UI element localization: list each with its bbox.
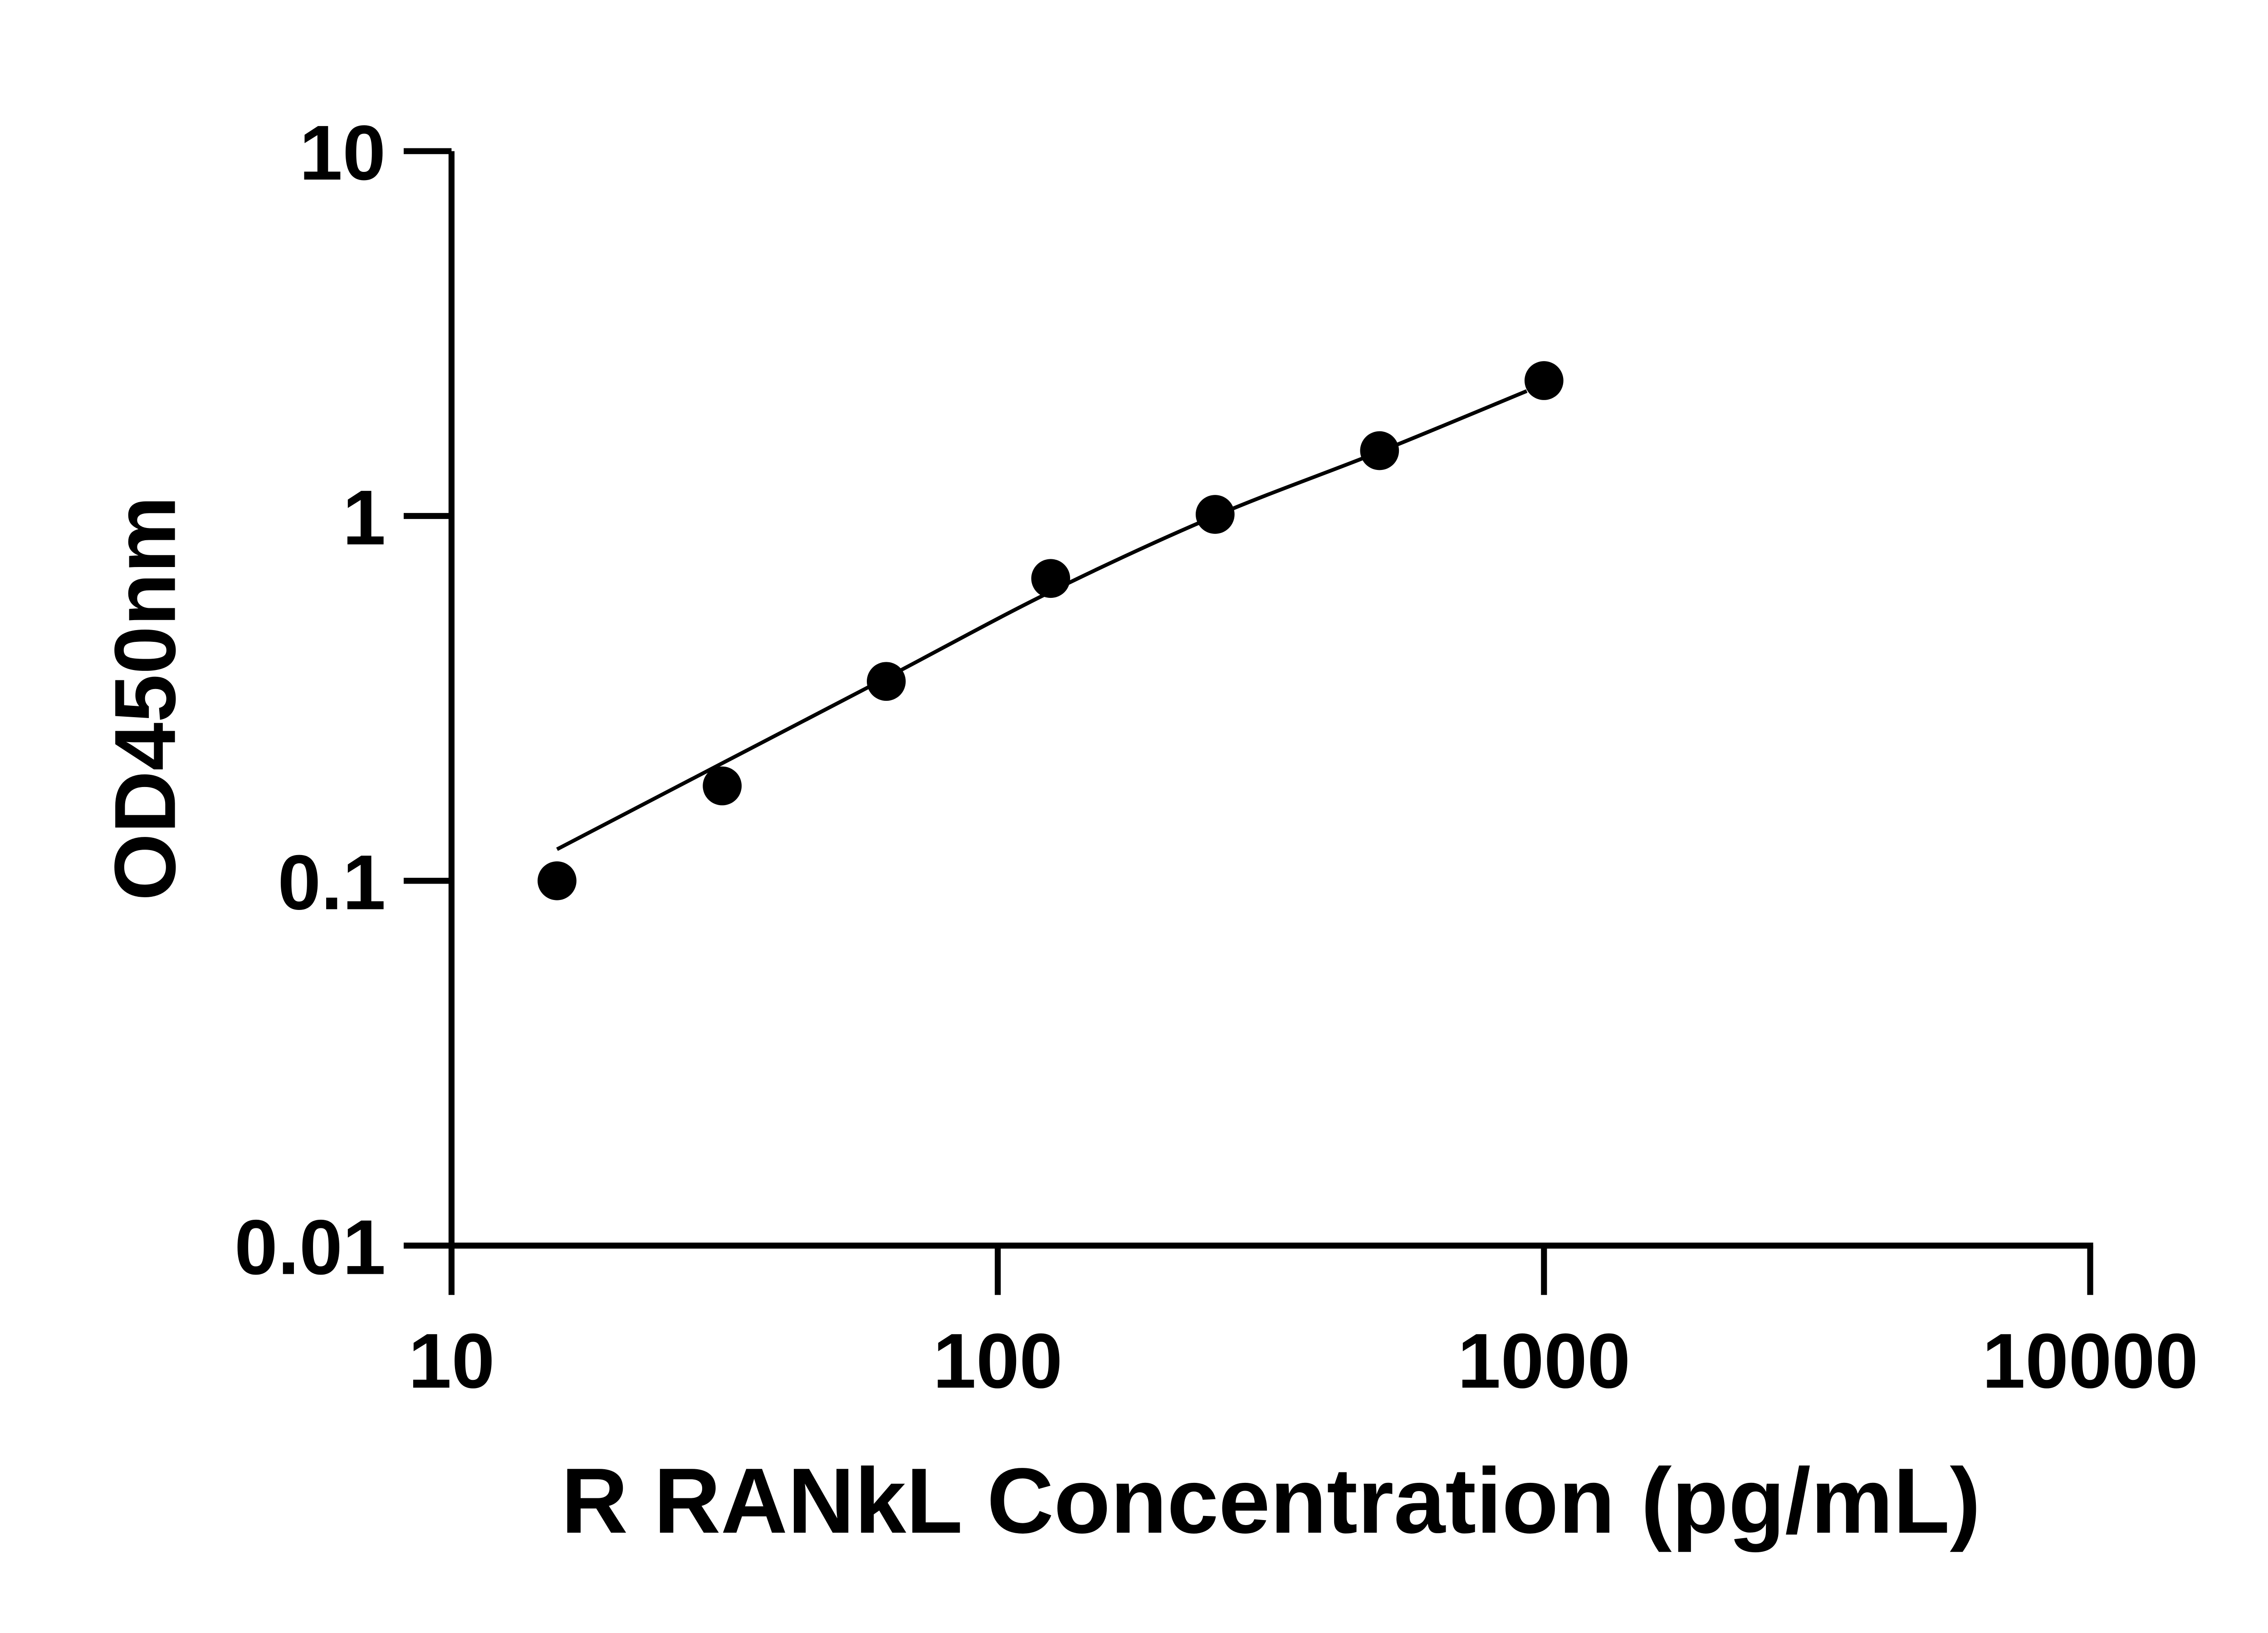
axes xyxy=(448,151,2093,1249)
x-tick-label: 1000 xyxy=(1457,1318,1630,1404)
x-tick-label: 10000 xyxy=(1982,1318,2199,1404)
y-axis-label: OD450nm xyxy=(97,496,194,900)
data-point xyxy=(538,861,577,900)
y-tick-label: 1 xyxy=(342,474,386,561)
x-tick-label: 100 xyxy=(933,1318,1063,1404)
data-point xyxy=(1360,431,1399,470)
data-point xyxy=(1031,559,1070,598)
data-point xyxy=(1524,361,1564,400)
y-tick-label: 10 xyxy=(299,110,386,196)
data-point xyxy=(1195,495,1235,534)
x-axis-label: R RANkL Concentration (pg/mL) xyxy=(561,1449,1981,1553)
data-point xyxy=(703,766,742,806)
data-point xyxy=(866,662,906,701)
x-tick-label: 10 xyxy=(408,1318,495,1404)
y-tick-label: 0.01 xyxy=(235,1204,386,1291)
y-tick-label: 0.1 xyxy=(278,839,386,926)
